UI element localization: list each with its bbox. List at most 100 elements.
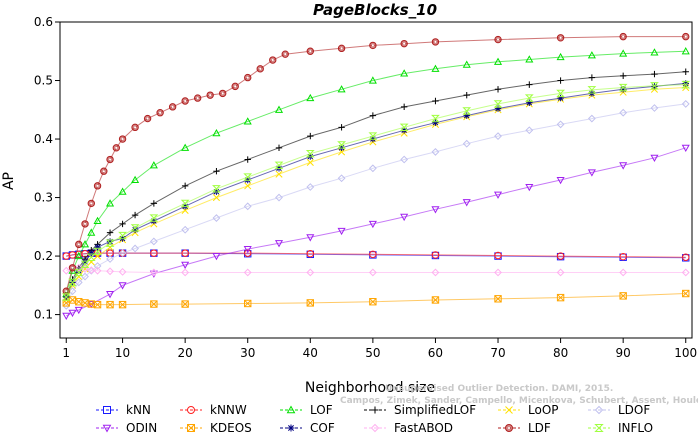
data-point-inflo [274,161,284,170]
data-point-fastabod [74,263,83,272]
data-point-lof [80,240,90,248]
x-tick-label: 80 [553,346,568,360]
legend-marker [287,424,295,432]
x-tick-label: 10 [115,346,130,360]
data-point-ldf [156,109,164,117]
data-point-ldof [587,114,596,123]
data-point-ldf [75,240,83,249]
series-simplifiedlof [63,68,689,301]
data-point-simplifiedlof [275,144,283,152]
data-point-inflo [93,247,102,256]
data-point-ldf [143,114,152,123]
series-line-ldof [65,103,686,306]
legend-item-knn: kNN [96,403,151,417]
data-point-ldof [93,262,102,270]
data-point-lof [306,93,315,102]
data-point-kdeos [682,289,690,298]
data-point-kdeos [68,296,77,304]
watermark: Unsupervised Outlier Detection. DAMI, 20… [340,384,698,406]
data-point-ldof [149,237,158,246]
data-point-knnw [682,253,690,261]
legend: kNN kNNW LOF SimplifiedLOF LoOP LDOF ODIN KDEOS… [96,403,653,434]
data-point-simplifiedlof [307,132,314,140]
data-point-ldf [68,264,77,272]
axes: 1 10 20 30 40 50 60 70 80 90 100 0.1 0.2 0.3 0.4 0.5 0.6 [34,15,697,360]
data-point-fastabod [619,268,628,277]
x-tick-label: 40 [303,346,318,360]
data-point-inflo [61,293,71,301]
data-point-inflo [68,278,77,287]
legend-item-lof: LOF [280,403,333,417]
data-point-ldf [256,65,264,73]
data-point-lof [118,187,127,195]
data-point-simplifiedlof [682,68,689,75]
data-point-ldf [400,39,408,48]
data-point-simplifiedlof [557,77,564,84]
data-point-ldof [118,249,127,258]
legend-marker [187,424,195,432]
data-point-fastabod [106,267,114,276]
legend-label: LDF [528,421,551,434]
data-point-odin [400,213,409,222]
data-point-odin [274,240,284,248]
data-point-cof [619,86,627,93]
data-point-ldf [100,167,108,175]
data-point-kdeos [306,299,314,307]
data-point-lof [556,52,565,61]
data-point-knnw [494,251,502,260]
data-point-simplifiedlof [400,103,408,111]
data-point-cof [131,226,139,233]
data-point-ldf [218,89,227,98]
data-point-odin [462,199,471,207]
x-tick-label: 30 [240,346,255,360]
data-point-knnw [181,249,189,257]
data-point-odin [68,309,77,318]
data-point-fastabod [62,266,71,275]
series-line-lof [65,50,686,295]
series-lof [62,47,690,298]
data-point-ldf [112,144,121,152]
data-point-lof [650,48,659,56]
data-point-odin [587,169,596,177]
legend-item-ldof: LDOF [588,403,650,417]
data-point-ldof [400,155,409,164]
series-line-kdeos [66,293,686,306]
data-point-lof [431,64,440,72]
data-point-inflo [105,239,115,247]
data-point-fastabod [556,268,565,277]
data-point-lof [462,60,471,68]
data-point-lof [337,85,346,93]
data-point-inflo [462,107,472,115]
data-point-ldf [106,155,114,164]
data-point-ldof [368,164,377,173]
data-point-cof [463,112,470,119]
legend-label: kNN [126,403,151,417]
watermark-line-2: Campos, Zimek, Sander, Campello, Micenko… [340,396,698,406]
data-point-inflo [80,260,90,268]
data-point-cof [81,258,89,266]
data-point-simplifiedlof [526,81,533,88]
legend-item-simplifiedlof: SimplifiedLOF [364,403,476,417]
data-point-lof [619,49,628,57]
series-line-knnw [66,252,686,258]
legend-marker [371,406,379,414]
data-point-cof [682,80,689,87]
data-point-ldf [244,73,252,82]
series-layer [61,32,691,320]
data-point-lof [106,199,115,207]
data-point-lof [493,57,503,65]
data-point-inflo [337,141,346,149]
data-point-inflo [618,83,628,92]
data-point-knnw [369,250,377,259]
data-point-simplifiedlof [432,97,439,105]
data-point-odin [212,253,221,261]
data-point-ldof [619,108,628,117]
data-point-ldof [494,132,502,141]
data-point-kdeos [494,295,502,303]
data-point-ldf [281,50,289,58]
legend-marker [103,406,111,414]
data-point-odin [62,312,71,320]
data-point-cof [106,238,114,245]
data-point-knnw [150,249,158,257]
